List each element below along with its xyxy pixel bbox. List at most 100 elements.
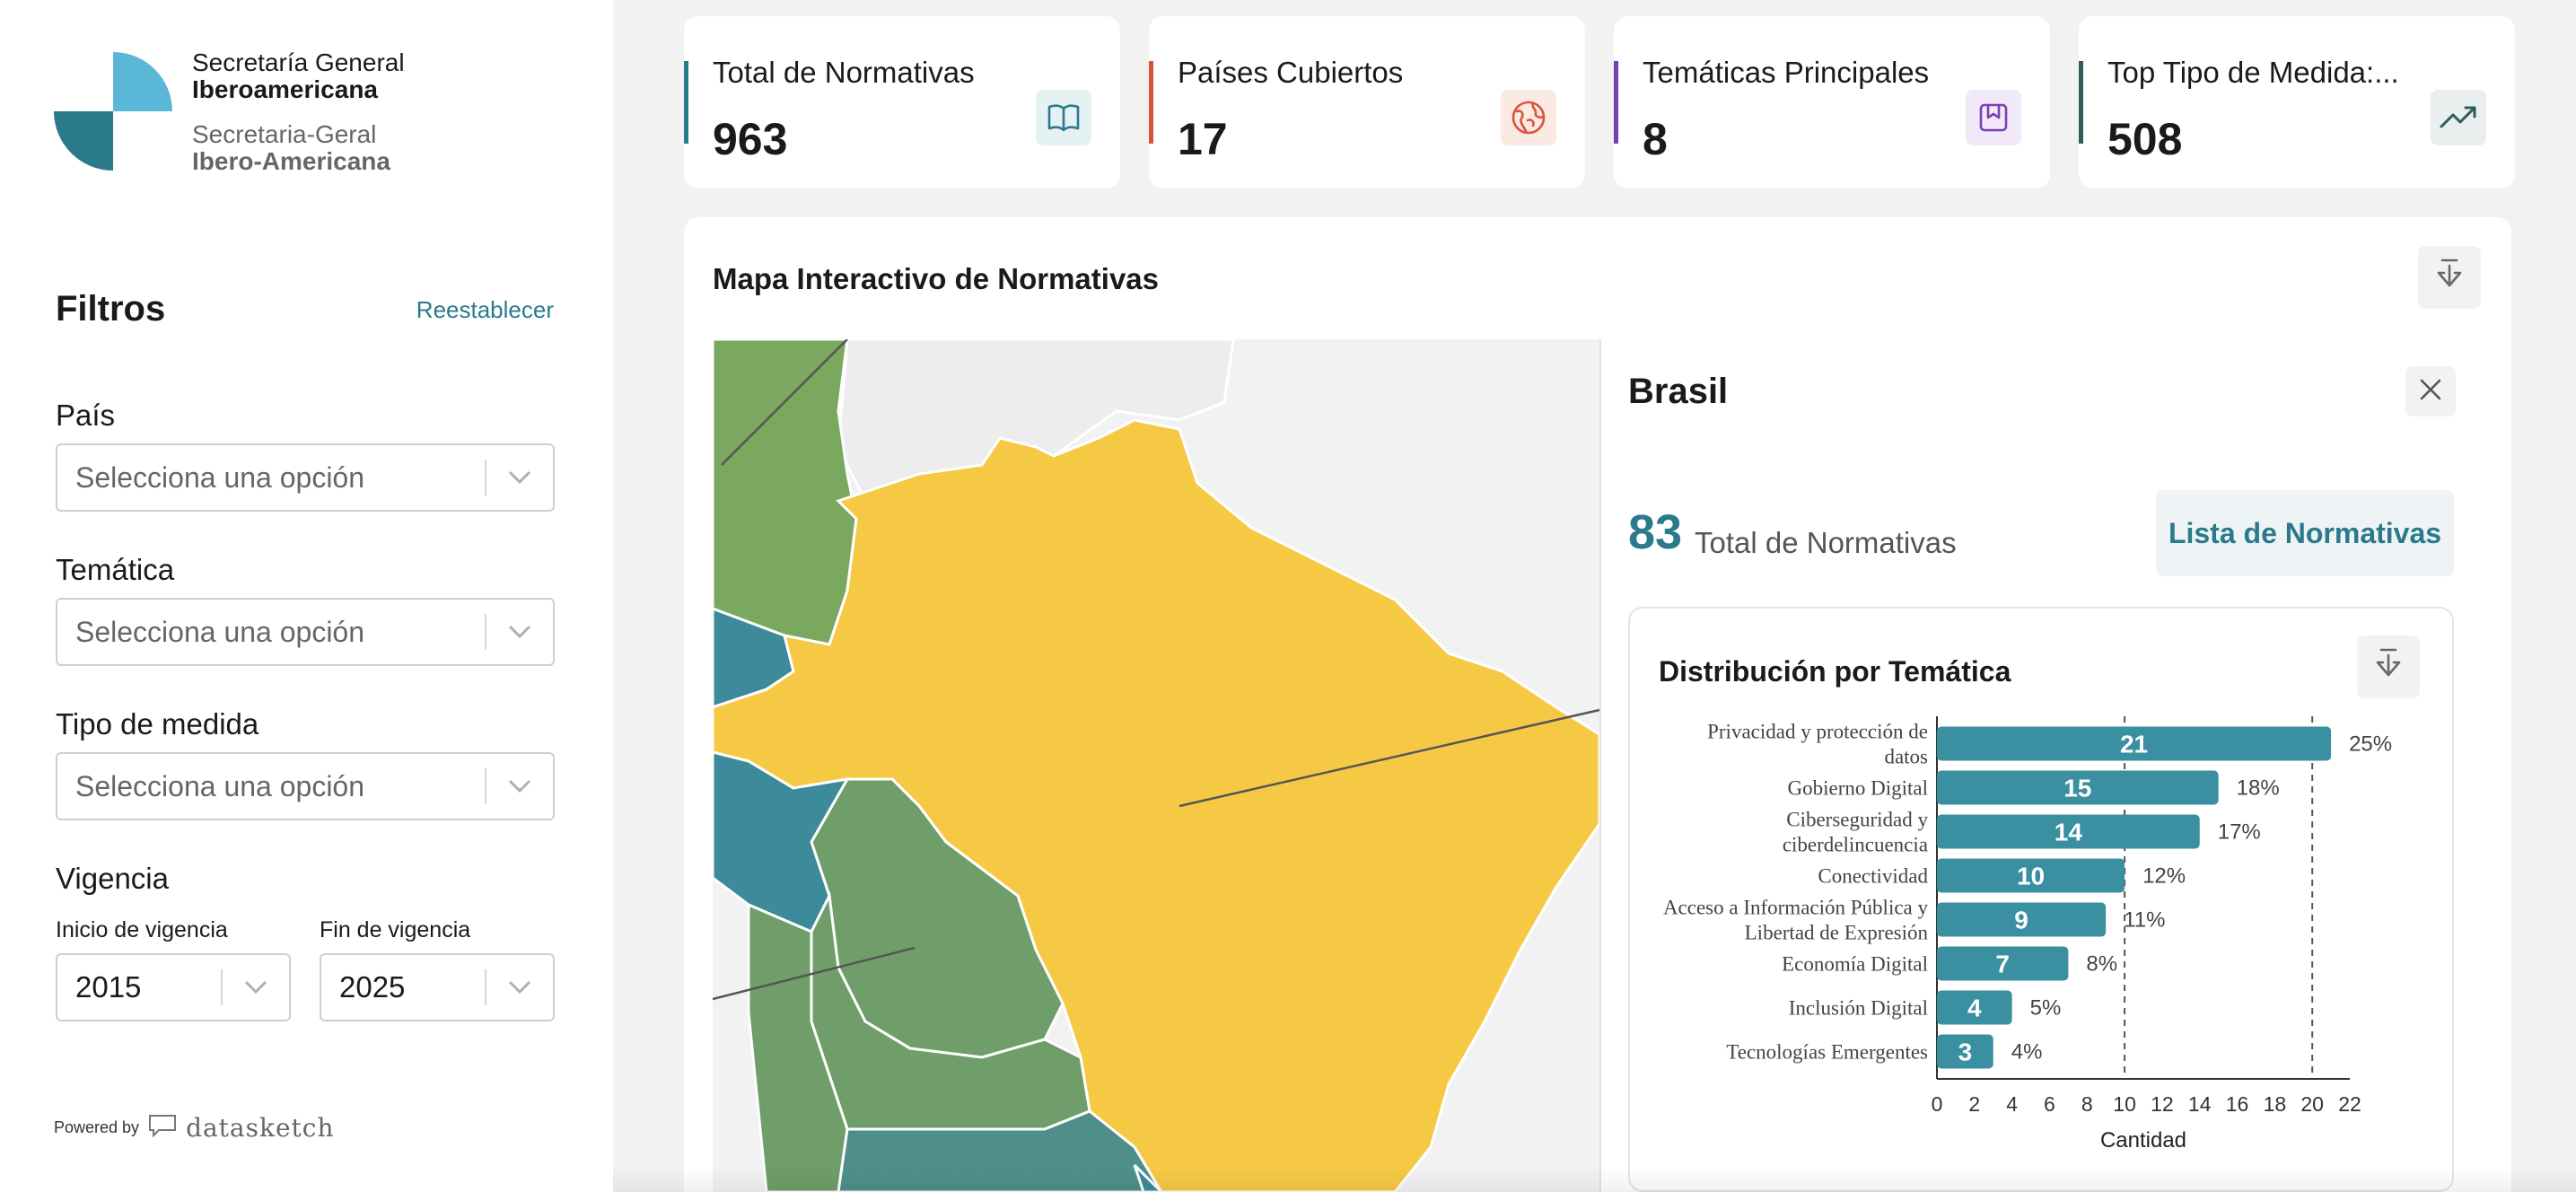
bar-percent-label: 8%	[2086, 952, 2117, 977]
tipo-medida-select[interactable]: Selecciona una opción	[56, 752, 555, 820]
kpi-card-top-tipo-medida: Top Tipo de Medida:... 508	[2079, 16, 2515, 188]
reset-filters-link[interactable]: Reestablecer	[416, 296, 554, 323]
kpi-accent-bar	[2079, 61, 2083, 144]
bar-percent-label: 5%	[2030, 996, 2062, 1021]
close-icon	[2418, 377, 2443, 407]
bar-percent-label: 12%	[2142, 864, 2186, 889]
kpi-label: Temáticas Principales	[1643, 56, 1930, 89]
logo-line: Secretaria-Geral	[192, 120, 377, 148]
bar-value-label: 14	[2055, 819, 2083, 846]
map-country-colombia[interactable]	[713, 339, 858, 646]
bar-value-label: 10	[2017, 863, 2045, 890]
inicio-vigencia-label: Inicio de vigencia	[56, 917, 228, 942]
category-label: Ciberseguridad y	[1786, 809, 1928, 831]
select-separator	[221, 969, 223, 1005]
lista-normativas-button[interactable]: Lista de Normativas	[2156, 490, 2454, 576]
bookmark-icon	[1966, 90, 2021, 145]
category-label: Conectividad	[1818, 865, 1928, 888]
tipo-medida-select-value: Selecciona una opción	[75, 769, 365, 802]
kpi-label: Total de Normativas	[713, 56, 975, 89]
tematica-label: Temática	[56, 553, 175, 586]
kpi-card-paises-cubiertos: Países Cubiertos 17	[1149, 16, 1585, 188]
pais-select[interactable]: Selecciona una opción	[56, 443, 555, 512]
bar-value-label: 3	[1958, 1039, 1973, 1066]
tipo-medida-label: Tipo de medida	[56, 707, 259, 741]
pais-label: País	[56, 399, 116, 432]
bar-value-label: 9	[2014, 907, 2028, 934]
x-tick-label: 20	[2300, 1092, 2324, 1116]
kpi-accent-bar	[684, 61, 688, 144]
bar	[1937, 1034, 1993, 1069]
category-label: Inclusión Digital	[1789, 997, 1928, 1020]
kpi-value: 508	[2107, 114, 2183, 164]
country-total-value: 83	[1628, 505, 1683, 559]
vigencia-label: Vigencia	[56, 862, 169, 895]
x-tick-label: 22	[2338, 1092, 2361, 1116]
select-separator	[485, 768, 486, 804]
bar	[1937, 946, 2069, 981]
kpi-value: 963	[713, 114, 788, 164]
kpi-label: Países Cubiertos	[1178, 56, 1404, 89]
sidebar: Secretaría General Iberoamericana Secret…	[0, 0, 613, 1192]
map-country-argentina[interactable]	[837, 1109, 1163, 1192]
interactive-map[interactable]	[713, 339, 1599, 1192]
bar-percent-label: 17%	[2218, 820, 2261, 845]
x-tick-label: 8	[2081, 1092, 2093, 1116]
bar-value-label: 7	[1995, 951, 2010, 978]
chevron-down-icon[interactable]	[223, 954, 289, 1021]
category-label: Economía Digital	[1782, 953, 1928, 976]
bar-percent-label: 25%	[2349, 732, 2392, 757]
bar	[1937, 770, 2219, 805]
bar	[1937, 858, 2125, 893]
x-tick-label: 10	[2113, 1092, 2136, 1116]
download-map-button[interactable]	[2418, 246, 2481, 309]
bar	[1937, 726, 2332, 761]
datasketch-logo-icon	[148, 1114, 177, 1142]
chevron-down-icon[interactable]	[486, 954, 553, 1021]
tematica-select[interactable]: Selecciona una opción	[56, 598, 555, 666]
category-label: Acceso a Información Pública y	[1663, 897, 1929, 919]
download-chart-button[interactable]	[2357, 635, 2420, 698]
chevron-down-icon[interactable]	[486, 444, 553, 511]
x-tick-label: 16	[2226, 1092, 2249, 1116]
bar	[1937, 990, 2012, 1025]
inicio-vigencia-select[interactable]: 2015	[56, 953, 291, 1021]
download-icon	[2433, 259, 2466, 297]
powered-by-label: Powered by	[54, 1118, 140, 1136]
close-detail-button[interactable]	[2405, 366, 2456, 416]
chevron-down-icon[interactable]	[486, 753, 553, 820]
map-country-peru-south[interactable]	[713, 750, 850, 933]
select-separator	[485, 460, 486, 495]
bar-percent-label: 18%	[2237, 776, 2280, 801]
kpi-card-tematicas-principales: Temáticas Principales 8	[1614, 16, 2050, 188]
kpi-label: Top Tipo de Medida:...	[2107, 56, 2399, 89]
kpi-value: 17	[1178, 114, 1228, 164]
globe-icon	[1501, 90, 1556, 145]
book-icon	[1036, 90, 1091, 145]
panel-divider	[1599, 339, 1601, 1192]
bar-value-label: 4	[1967, 995, 1982, 1022]
fin-vigencia-select[interactable]: 2025	[320, 953, 555, 1021]
bar	[1937, 902, 2107, 937]
select-separator	[485, 969, 486, 1005]
kpi-value: 8	[1643, 114, 1668, 164]
fin-vigencia-label: Fin de vigencia	[320, 917, 471, 942]
logo-line: Secretaría General	[192, 48, 405, 76]
x-axis-label: Cantidad	[2100, 1128, 2186, 1153]
map-leader-line	[713, 946, 916, 1001]
map-panel: Mapa Interactivo de Normativas	[684, 217, 2511, 1192]
chevron-down-icon[interactable]	[486, 599, 553, 665]
fin-vigencia-value: 2025	[339, 970, 406, 1004]
category-label: Tecnologías Emergentes	[1726, 1041, 1928, 1064]
chart-title: Distribución por Temática	[1659, 655, 2011, 688]
logo-text: Secretaría General Iberoamericana Secret…	[192, 50, 405, 176]
x-tick-label: 6	[2044, 1092, 2055, 1116]
category-label: ciberdelincuencia	[1783, 834, 1928, 856]
powered-by[interactable]: Powered by datasketch	[54, 1113, 335, 1143]
download-icon	[2372, 648, 2405, 687]
kpi-card-total-normativas: Total de Normativas 963	[684, 16, 1120, 188]
kpi-accent-bar	[1614, 61, 1618, 144]
bar-value-label: 21	[2120, 731, 2148, 758]
map-country-brasil[interactable]	[713, 418, 1599, 1192]
map-country-uruguay[interactable]	[1133, 1163, 1164, 1192]
